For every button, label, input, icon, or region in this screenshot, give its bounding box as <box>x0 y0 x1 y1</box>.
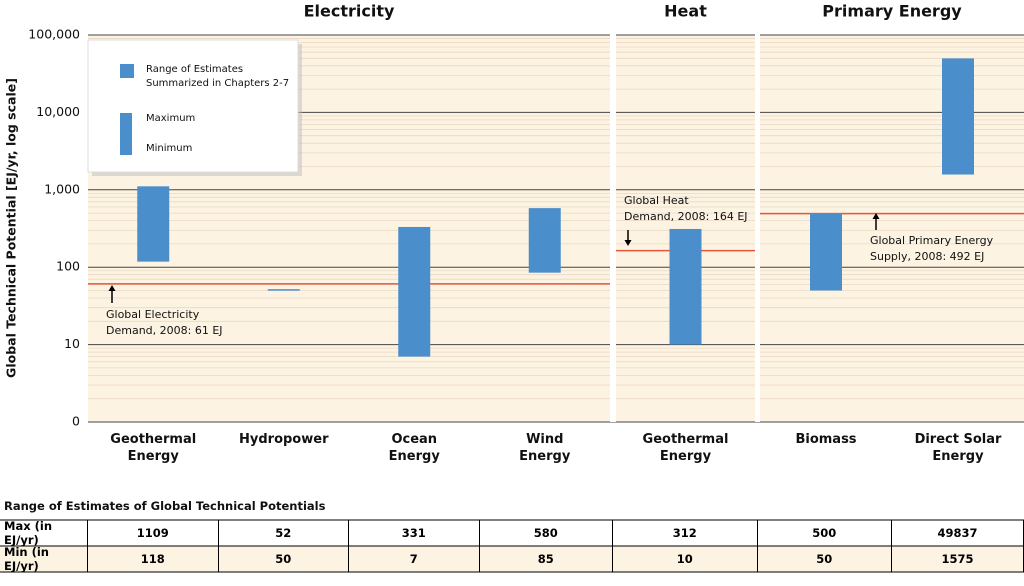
table-row-label: Max (in EJ/yr) <box>0 519 88 547</box>
annotation: Global Primary Energy Supply, 2008: 492 … <box>870 234 994 263</box>
y-tick-label: 10,000 <box>36 104 80 119</box>
x-tick-label: Ocean Energy <box>388 432 440 464</box>
range-bar <box>398 226 431 357</box>
table-cell: 52 <box>219 520 349 546</box>
x-tick-label: Biomass <box>795 432 857 447</box>
table-row-bg <box>0 546 1024 572</box>
table-cell: 500 <box>758 520 892 546</box>
legend-box <box>87 39 299 173</box>
panel-gap <box>755 0 760 422</box>
table-title: Range of Estimates of Global Technical P… <box>4 499 326 513</box>
x-tick-label: Geothermal Energy <box>110 432 197 464</box>
panel-title: Primary Energy <box>822 2 962 21</box>
table-cell: 50 <box>758 546 892 572</box>
table-cell: 331 <box>349 520 480 546</box>
panel-title: Electricity <box>304 2 395 21</box>
range-bar <box>528 208 561 273</box>
y-tick-label: 1,000 <box>44 181 80 196</box>
arrow-head <box>108 285 116 291</box>
arrow-head <box>872 213 880 219</box>
table-cell: 1109 <box>88 520 219 546</box>
y-tick-label: 0 <box>72 414 80 429</box>
range-bar <box>137 186 170 262</box>
table-cell: 50 <box>219 546 349 572</box>
y-axis-label: Global Technical Potential [EJ/yr, log s… <box>4 78 19 378</box>
range-bar <box>810 213 842 291</box>
table-row-label: Min (in EJ/yr) <box>0 545 88 573</box>
range-bar <box>669 228 702 345</box>
x-tick-label: Geothermal Energy <box>642 432 729 464</box>
range-bar <box>942 58 974 175</box>
table-cell: 7 <box>349 546 480 572</box>
x-tick-label: Hydropower <box>239 432 329 447</box>
y-tick-label: 10 <box>64 336 80 351</box>
table-cell: 312 <box>613 520 758 546</box>
table-cell: 118 <box>88 546 219 572</box>
legend-swatch <box>120 64 134 78</box>
legend-entry: Minimum <box>146 143 193 154</box>
legend-swatch <box>120 113 132 155</box>
legend-title: Range of Estimates Summarized in Chapter… <box>146 64 290 89</box>
legend <box>87 39 302 176</box>
table-cell: 85 <box>480 546 613 572</box>
annotation: Global Electricity Demand, 2008: 61 EJ <box>106 308 223 337</box>
x-tick-label: Direct Solar Energy <box>914 432 1002 464</box>
table-cell: 580 <box>480 520 613 546</box>
y-tick-label: 100 <box>56 259 80 274</box>
panel-title: Heat <box>664 2 707 21</box>
panel-gap <box>610 0 616 422</box>
y-tick-label: 100,000 <box>28 27 80 42</box>
table-cell: 10 <box>613 546 758 572</box>
legend-entry: Maximum <box>146 113 196 124</box>
table-cell: 1575 <box>892 546 1024 572</box>
x-tick-label: Wind Energy <box>519 432 571 464</box>
table-cell: 49837 <box>892 520 1024 546</box>
arrow-head <box>624 240 632 246</box>
range-bar <box>267 289 300 291</box>
annotation: Global Heat Demand, 2008: 164 EJ <box>624 194 748 223</box>
